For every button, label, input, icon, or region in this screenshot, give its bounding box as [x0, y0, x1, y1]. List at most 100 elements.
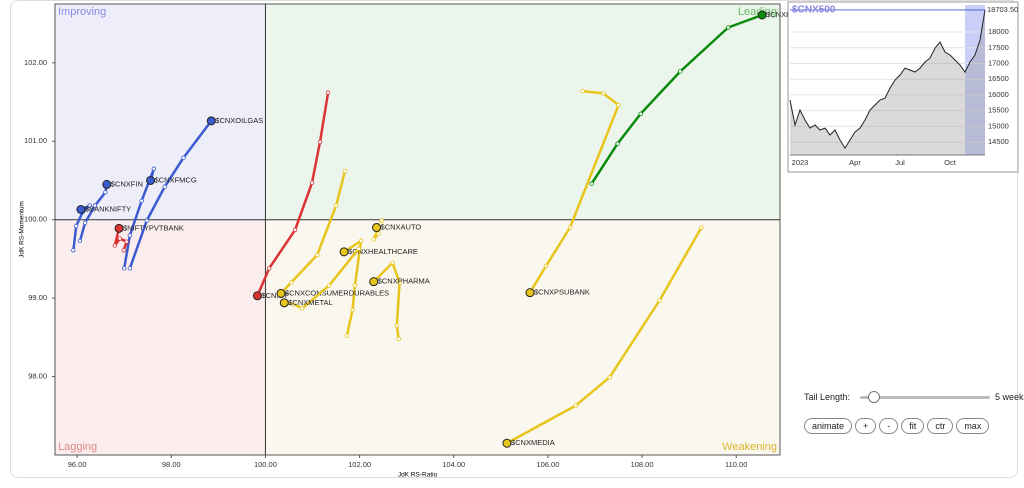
head-point	[276, 288, 286, 298]
tail-point	[71, 248, 76, 253]
tail-point	[394, 323, 399, 328]
tail-slider[interactable]	[860, 391, 990, 403]
tail-point	[333, 203, 339, 208]
tail-point	[589, 181, 594, 186]
price-line	[789, 9, 986, 150]
tail-point	[82, 220, 88, 226]
tail-point	[326, 283, 332, 288]
tail-point	[352, 283, 358, 288]
button[interactable]: -	[879, 418, 899, 434]
mini-y-tick-label: 18000	[988, 27, 1009, 36]
tail-point	[309, 180, 315, 186]
tail-line	[528, 89, 620, 294]
plot-border	[54, 3, 781, 456]
head-point	[114, 223, 124, 233]
tail-point	[390, 260, 395, 266]
tail-point	[638, 111, 643, 117]
tail-point	[317, 139, 323, 145]
button[interactable]: ctr	[927, 418, 954, 434]
last-price-label: 18703.50	[987, 5, 1018, 14]
tail-point	[677, 69, 683, 74]
tail-point	[127, 233, 133, 238]
x-tick-label: 104.00	[442, 460, 465, 469]
tail-length-label: Tail Length:	[804, 392, 851, 402]
series-label: $CNXPSUBANK	[534, 288, 590, 297]
tail-point	[356, 246, 361, 251]
mini-x-tick-label: Oct	[944, 158, 957, 167]
buttons: animate + - fit ctr max	[804, 418, 992, 434]
tail-point	[726, 25, 731, 30]
tail-point	[127, 266, 133, 271]
tail-point	[124, 239, 129, 244]
head-point	[369, 277, 379, 287]
tail-point	[342, 168, 348, 174]
mini-y-tick-label: 15500	[988, 106, 1009, 115]
tail-point	[607, 375, 612, 380]
button[interactable]: fit	[901, 418, 925, 434]
mini-y-tick-label: 15000	[988, 121, 1009, 130]
mini-y-tick-label: 17500	[988, 43, 1009, 52]
tail-point	[350, 307, 355, 313]
y-tick-label: 100.00	[24, 215, 47, 224]
series-label: $CNXMETAL	[288, 298, 332, 307]
y-tick-label: 102.00	[24, 58, 47, 67]
tail-point	[267, 266, 272, 271]
series-label: $CNXHEALTHCARE	[348, 247, 418, 256]
tail-point	[397, 280, 402, 285]
series-label: $CNXPHARMA	[378, 277, 430, 286]
mini-x-tick-label: 2023	[792, 158, 809, 167]
quadrant-leading	[265, 4, 780, 220]
tail-point	[344, 333, 350, 338]
tail-point	[181, 155, 186, 160]
quadrant-label: Improving	[58, 6, 106, 18]
tail-point	[616, 102, 621, 108]
tail-point	[112, 243, 117, 248]
y-tick-label: 98.00	[28, 372, 47, 381]
price-area	[790, 9, 985, 156]
tail-point	[615, 141, 620, 146]
frame	[10, 0, 1018, 478]
mini-y-tick-label: 16000	[988, 90, 1009, 99]
y-tick-label: 99.00	[28, 293, 47, 302]
button[interactable]: max	[956, 418, 990, 434]
x-axis-label: JdK RS-Ratio	[398, 472, 438, 479]
x-tick-label: 102.00	[348, 460, 371, 469]
mini-y-tick-label: 16500	[988, 74, 1009, 83]
head-point	[757, 10, 767, 20]
quadrant-label: Leading	[738, 6, 777, 18]
tail-point	[580, 88, 585, 94]
tail-point	[378, 221, 383, 226]
series-label: $NIFTYPVTBANK	[123, 223, 184, 232]
slider-knob[interactable]	[868, 391, 880, 403]
tail-line	[590, 13, 763, 185]
tail-point	[396, 336, 401, 342]
tail-point	[543, 263, 549, 269]
head-point	[525, 288, 535, 298]
head-point	[339, 247, 349, 257]
mini-y-tick-label: 17000	[988, 58, 1009, 67]
quadrant-lagging	[55, 219, 266, 455]
head-point	[146, 175, 156, 185]
series-label: $CNXIT	[261, 291, 288, 300]
tail-point	[139, 198, 144, 204]
tail-point	[657, 298, 662, 303]
x-tick-label: 108.00	[631, 460, 654, 469]
tail-point	[289, 280, 294, 285]
series-label: $CNXFIN	[111, 179, 143, 188]
button[interactable]: +	[855, 418, 877, 434]
series-label: $CNXAUTO	[381, 223, 422, 232]
tail-point	[358, 238, 364, 244]
tail-point	[699, 225, 704, 230]
head-point	[76, 204, 86, 214]
x-tick-label: 96.00	[68, 460, 87, 469]
mini-recent-shade	[965, 5, 985, 155]
tail-point	[567, 225, 573, 230]
button[interactable]: animate	[804, 418, 853, 434]
tail-point	[292, 227, 298, 233]
tail-point	[117, 236, 123, 241]
tail-point	[325, 90, 331, 95]
x-tick-label: 98.00	[162, 460, 181, 469]
x-tick-label: 106.00	[536, 460, 559, 469]
head-point	[502, 438, 512, 448]
tail-point	[299, 306, 305, 311]
